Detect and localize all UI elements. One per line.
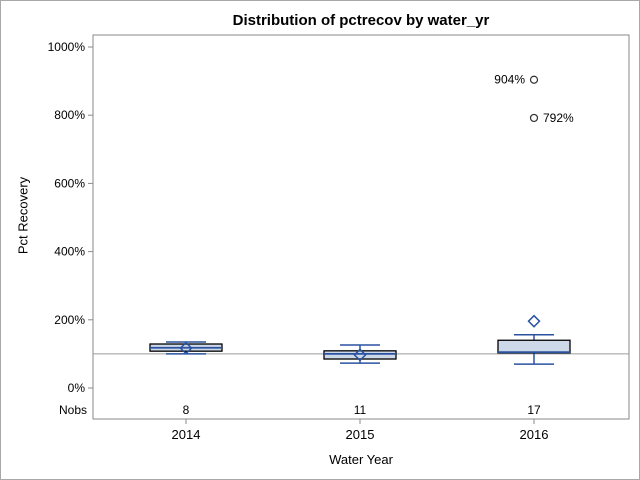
nobs-header: Nobs [58, 403, 87, 417]
y-tick-label: 800% [54, 108, 85, 122]
box-rect [323, 350, 397, 360]
nobs-value: 17 [527, 403, 541, 417]
x-tick-label: 2014 [172, 427, 201, 442]
nobs-value: 8 [183, 403, 190, 417]
nobs-value: 11 [354, 403, 367, 417]
y-tick-label: 200% [54, 313, 85, 327]
outlier-label: 792% [543, 111, 574, 125]
outlier-label: 904% [494, 73, 525, 87]
outlier-point [529, 75, 539, 84]
y-tick-label: 0% [68, 381, 86, 395]
x-tick-label: 2016 [520, 427, 549, 442]
x-axis-label: Water Year [329, 452, 393, 467]
mean-marker [179, 341, 193, 355]
plot-frame [92, 34, 630, 420]
y-tick-label: 600% [54, 176, 85, 190]
x-tick-label: 2015 [346, 427, 375, 442]
mean-marker [527, 314, 541, 328]
y-tick-label: 400% [54, 245, 85, 259]
outlier-point [529, 113, 539, 123]
mean-marker [353, 348, 367, 362]
chart-title: Distribution of pctrecov by water_yr [232, 12, 490, 29]
y-tick-label: 1000% [48, 40, 86, 54]
box-rect [497, 339, 571, 354]
